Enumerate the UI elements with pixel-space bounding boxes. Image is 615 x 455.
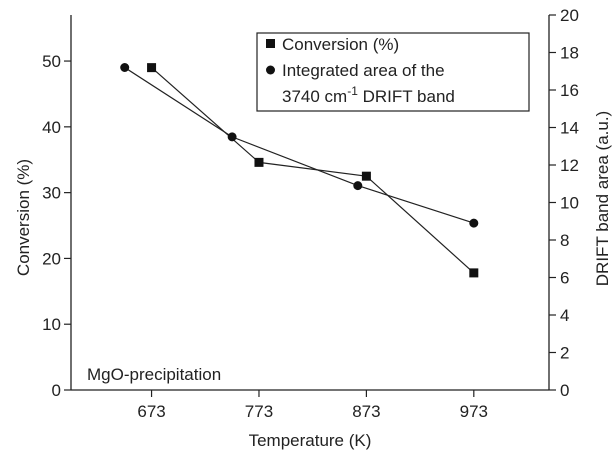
y2-tick-label: 14 [560, 119, 579, 138]
axes-layer: 673 773 873 973 0 10 20 30 40 50 0 2 4 6 8 10 12 14 16 18 20… [14, 6, 612, 450]
legend-label-drift-suffix: DRIFT band [358, 87, 455, 106]
conversion-point [361, 171, 371, 181]
x-tick-label: 673 [137, 402, 165, 421]
x-tick-label: 773 [245, 402, 273, 421]
y2-tick-label: 18 [560, 44, 579, 63]
drift-area-point [227, 132, 237, 142]
legend-box [256, 32, 530, 112]
y2-tick-label: 10 [560, 194, 579, 213]
legend-label-drift-prefix: 3740 cm [282, 87, 347, 106]
y-tick-label: 10 [42, 315, 61, 334]
drift-area-point [469, 218, 479, 228]
drift-area-point [353, 181, 363, 191]
x-axis-title: Temperature (K) [249, 431, 372, 450]
series-layer [120, 63, 479, 278]
y2-axis-title: DRIFT band area (a.u.) [593, 111, 612, 286]
conversion-series-line [151, 67, 475, 274]
y2-tick-label: 0 [560, 381, 569, 400]
y2-tick-label: 6 [560, 269, 569, 288]
conversion-point [469, 268, 479, 278]
legend: Conversion (%) Integrated area of the 37… [256, 32, 530, 112]
y-tick-label: 20 [42, 249, 61, 268]
y-tick-label: 0 [52, 381, 61, 400]
x-tick-label: 973 [460, 402, 488, 421]
y2-tick-label: 12 [560, 156, 579, 175]
y2-tick-label: 20 [560, 6, 579, 25]
x-tick-label: 873 [352, 402, 380, 421]
conversion-point [254, 157, 264, 167]
y2-tick-label: 4 [560, 306, 569, 325]
legend-label-drift-sup: -1 [347, 84, 358, 98]
legend-label-conversion: Conversion (%) [282, 35, 399, 54]
conversion-point [147, 63, 157, 73]
y-tick-label: 50 [42, 52, 61, 71]
drift-area-point [120, 63, 130, 72]
y2-tick-label: 16 [560, 81, 579, 100]
y-tick-label: 30 [42, 184, 61, 203]
legend-circle-marker [266, 65, 275, 75]
legend-square-marker [266, 39, 275, 48]
y-axis-title: Conversion (%) [14, 159, 33, 276]
y2-tick-label: 8 [560, 231, 569, 250]
drift-series-line [124, 66, 474, 224]
legend-label-drift-line2: 3740 cm-1 DRIFT band [282, 84, 455, 106]
legend-label-drift-line1: Integrated area of the [282, 61, 445, 80]
y2-tick-label: 2 [560, 344, 569, 363]
annotation-label: MgO-precipitation [87, 365, 221, 384]
y-tick-label: 40 [42, 118, 61, 137]
